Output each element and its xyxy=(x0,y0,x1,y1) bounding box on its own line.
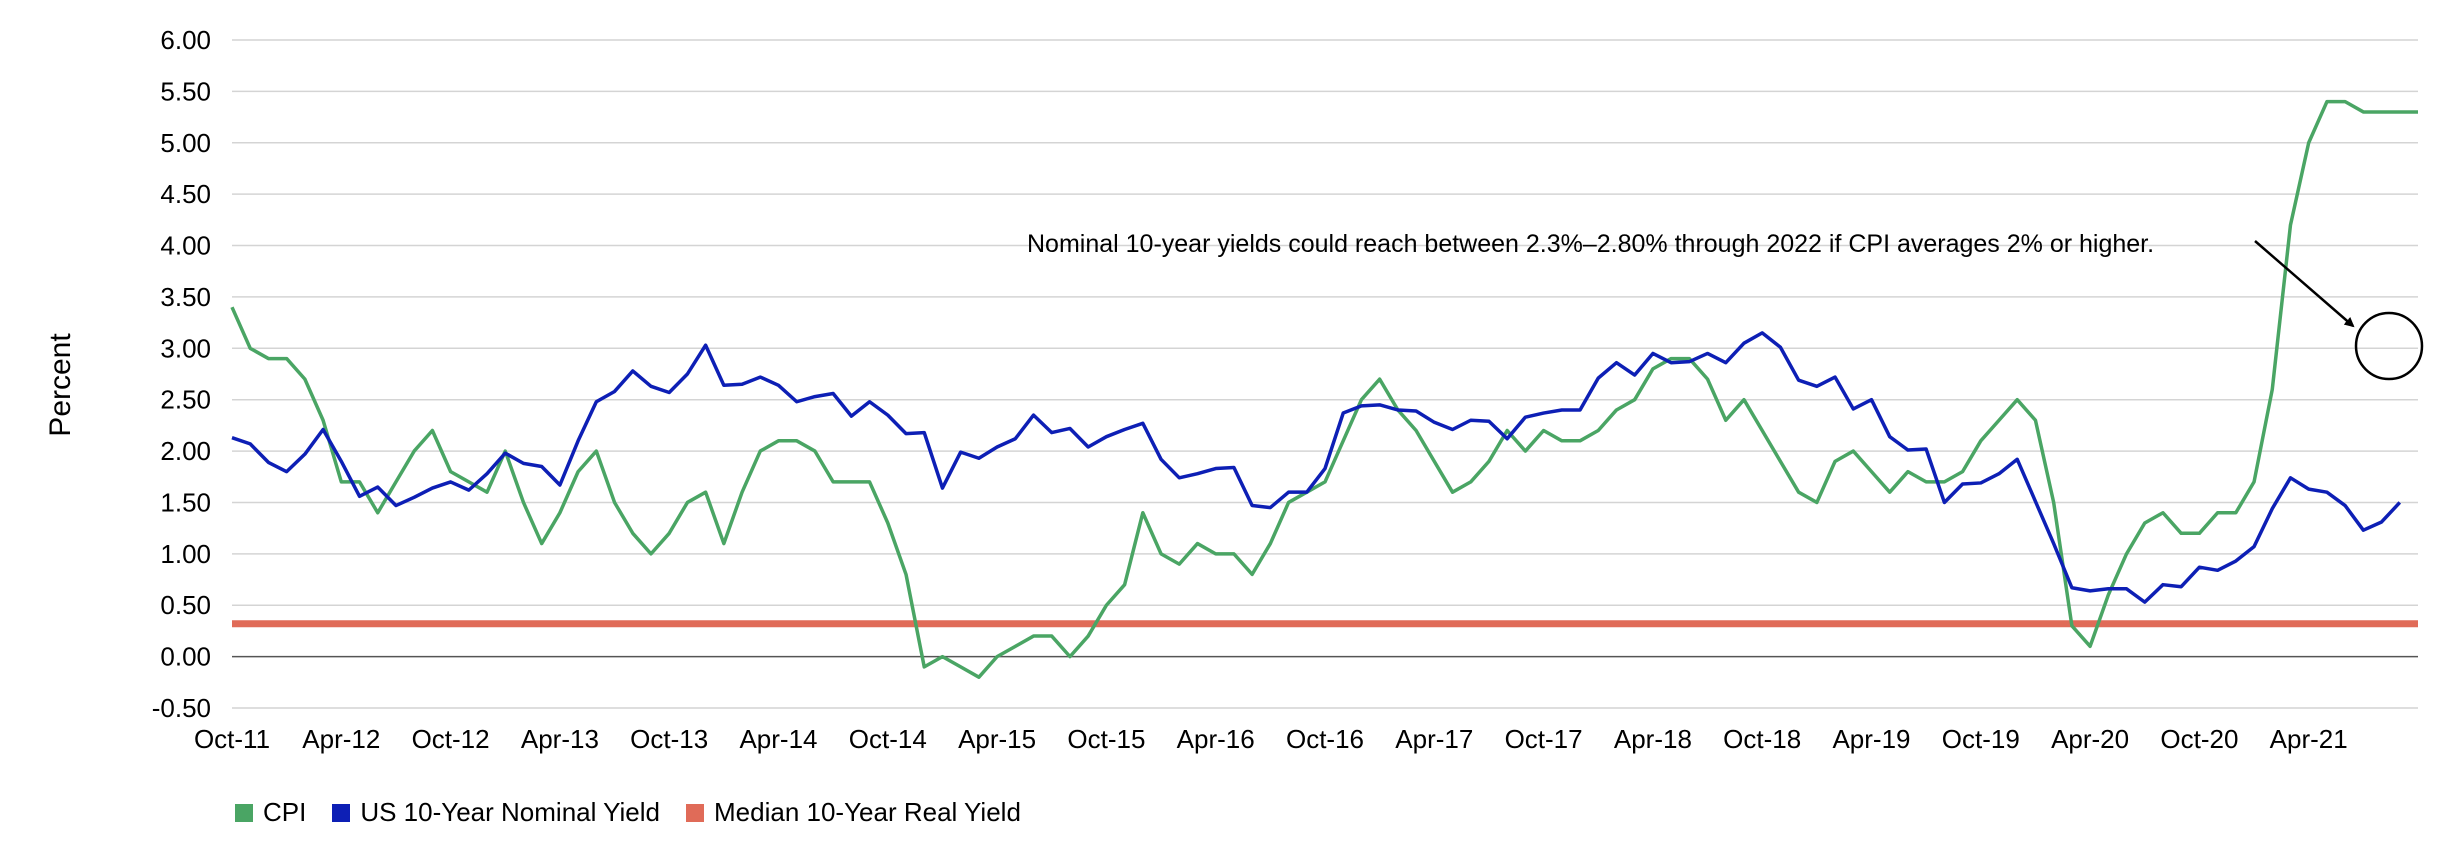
x-tick-label: Apr-13 xyxy=(521,724,599,754)
legend-item-nominal-yield: US 10-Year Nominal Yield xyxy=(332,797,660,828)
legend-item-real-yield: Median 10-Year Real Yield xyxy=(686,797,1021,828)
x-tick-label: Oct-19 xyxy=(1942,724,2020,754)
series-line-cpi xyxy=(230,99,2418,679)
y-tick-label: 0.00 xyxy=(160,642,211,672)
x-tick-label: Apr-12 xyxy=(302,724,380,754)
x-tick-label: Oct-15 xyxy=(1067,724,1145,754)
y-tick-label: 4.00 xyxy=(160,231,211,261)
y-tick-label: 5.50 xyxy=(160,76,211,106)
x-tick-label: Oct-14 xyxy=(849,724,927,754)
legend-item-cpi: CPI xyxy=(235,797,306,828)
y-tick-label: 3.50 xyxy=(160,282,211,312)
gridlines xyxy=(232,39,2418,709)
x-tick-label: Apr-14 xyxy=(739,724,817,754)
x-tick-label: Apr-19 xyxy=(1832,724,1910,754)
y-axis-ticks: 6.00 5.50 5.00 4.50 4.00 3.50 3.00 2.50 2.00 1.50… xyxy=(152,25,211,723)
series-layer xyxy=(230,99,2418,679)
x-tick-label: Apr-21 xyxy=(2270,724,2348,754)
y-tick-label: 2.00 xyxy=(160,436,211,466)
y-tick-label: -0.50 xyxy=(152,693,211,723)
annotation-target-circle xyxy=(2354,311,2424,381)
x-tick-label: Apr-17 xyxy=(1395,724,1473,754)
y-tick-label: 4.50 xyxy=(160,179,211,209)
y-tick-label: 0.50 xyxy=(160,590,211,620)
x-tick-label: Oct-20 xyxy=(2160,724,2238,754)
x-tick-label: Apr-20 xyxy=(2051,724,2129,754)
legend-swatch-nominal-yield xyxy=(332,803,351,822)
x-tick-label: Apr-18 xyxy=(1614,724,1692,754)
y-tick-label: 2.50 xyxy=(160,385,211,415)
series-line-us-10-year-nominal-yield xyxy=(231,331,2402,604)
x-tick-label: Oct-13 xyxy=(630,724,708,754)
y-tick-label: 5.00 xyxy=(160,128,211,158)
annotation-text: Nominal 10-year yields could reach betwe… xyxy=(1027,230,2154,258)
legend-label-real-yield: Median 10-Year Real Yield xyxy=(714,797,1021,827)
y-tick-label: 6.00 xyxy=(160,25,211,55)
legend-swatch-cpi xyxy=(235,803,253,822)
annotation: Nominal 10-year yields could reach betwe… xyxy=(1027,230,2424,381)
x-tick-label: Apr-16 xyxy=(1177,724,1255,754)
y-axis-label: Percent xyxy=(44,333,77,437)
annotation-arrow xyxy=(2254,240,2355,328)
legend: CPI US 10-Year Nominal Yield Median 10-Y… xyxy=(235,797,1047,828)
x-tick-label: Oct-18 xyxy=(1723,724,1801,754)
x-tick-label: Oct-17 xyxy=(1505,724,1583,754)
legend-label-cpi: CPI xyxy=(263,797,307,827)
y-tick-label: 1.50 xyxy=(160,487,211,517)
x-tick-label: Apr-15 xyxy=(958,724,1036,754)
legend-label-nominal-yield: US 10-Year Nominal Yield xyxy=(360,797,660,827)
x-tick-label: Oct-11 xyxy=(194,724,270,754)
y-tick-label: 1.00 xyxy=(160,539,211,569)
x-tick-label: Oct-16 xyxy=(1286,724,1364,754)
legend-swatch-real-yield xyxy=(686,803,704,822)
x-tick-label: Oct-12 xyxy=(412,724,490,754)
x-axis-ticks: Oct-11 Apr-12 Oct-12 Apr-13 Oct-13 Apr-14 Oct-… xyxy=(194,724,2348,754)
y-tick-label: 3.00 xyxy=(160,333,211,363)
